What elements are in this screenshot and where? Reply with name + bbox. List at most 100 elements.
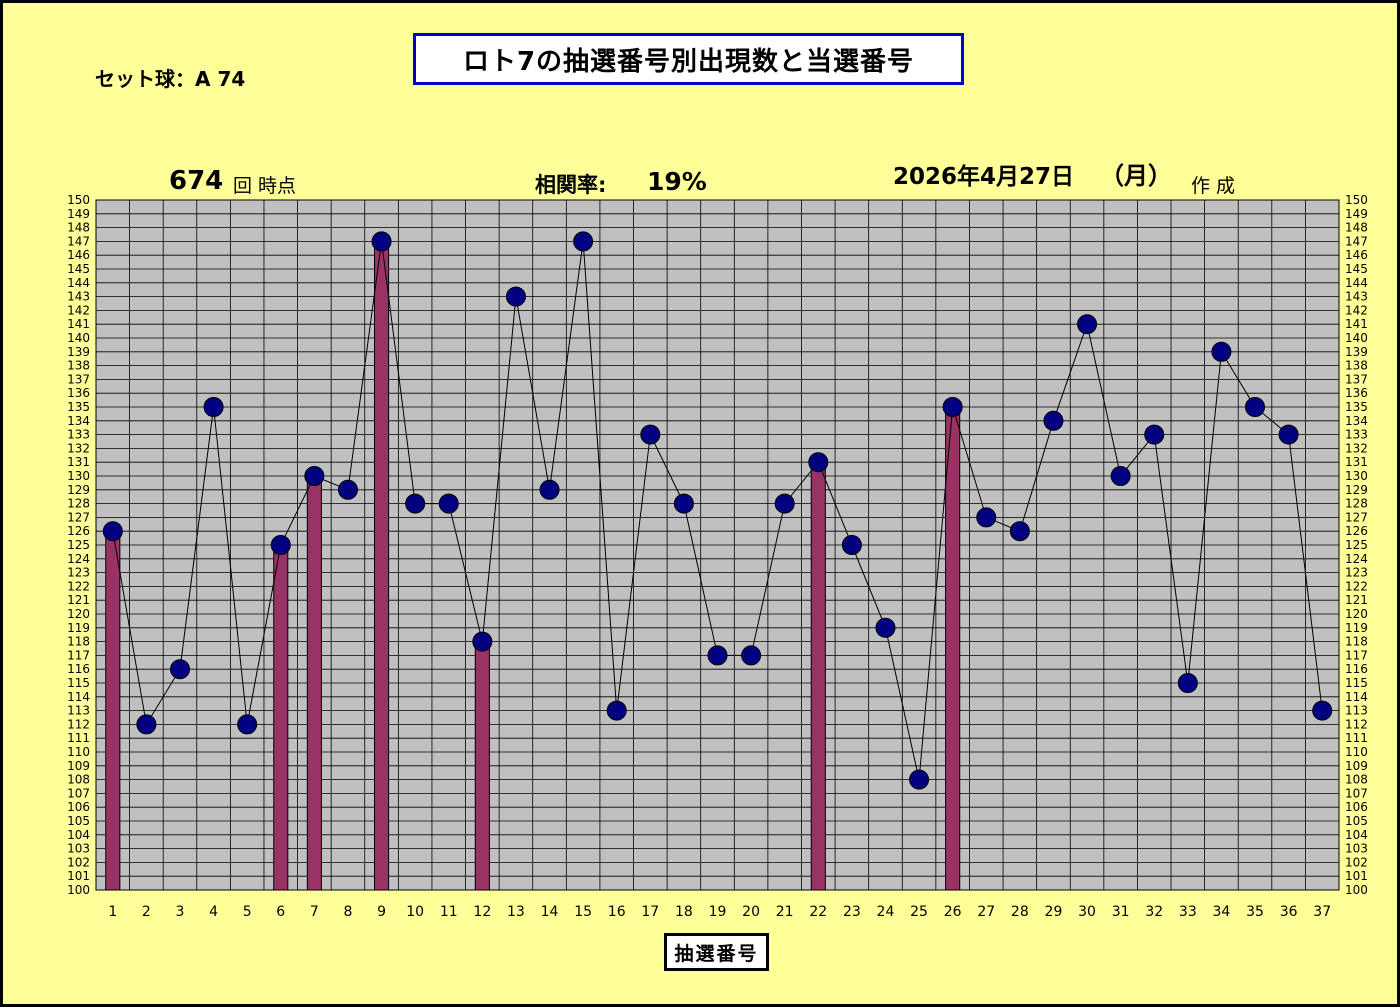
y-tick-label-left: 117 (67, 648, 90, 662)
x-tick-label: 30 (1078, 904, 1096, 920)
data-point (237, 714, 258, 735)
y-tick-label-left: 112 (67, 717, 90, 731)
y-tick-label-right: 108 (1345, 773, 1368, 787)
y-tick-label-right: 128 (1345, 497, 1368, 511)
y-tick-label-right: 124 (1345, 552, 1368, 566)
x-tick-label: 25 (910, 904, 928, 920)
x-tick-label: 12 (473, 904, 491, 920)
data-point (1245, 397, 1266, 417)
data-point (1211, 341, 1232, 362)
x-tick-label: 7 (310, 904, 319, 920)
x-tick-label: 3 (176, 904, 185, 920)
x-tick-label: 14 (541, 904, 559, 920)
bar-mark (273, 544, 289, 891)
y-tick-label-left: 108 (67, 773, 90, 787)
x-axis-title: 抽選番号 (674, 942, 759, 965)
y-tick-label-right: 147 (1345, 234, 1368, 248)
y-tick-label-right: 103 (1345, 842, 1368, 856)
y-tick-label-right: 125 (1345, 538, 1368, 552)
bar-mark (474, 641, 490, 891)
y-tick-label-left: 116 (67, 662, 90, 676)
draw-unit: 回 時点 (233, 175, 297, 197)
y-tick-label-right: 117 (1345, 648, 1368, 662)
y-tick-label-left: 140 (67, 331, 90, 345)
y-tick-label-left: 144 (67, 276, 90, 290)
y-tick-label-left: 141 (67, 317, 90, 331)
y-tick-label-right: 127 (1345, 510, 1368, 524)
data-point (371, 231, 392, 252)
x-tick-label: 31 (1112, 904, 1130, 920)
y-tick-label-left: 123 (67, 566, 90, 580)
data-point (169, 659, 190, 680)
data-point (640, 424, 661, 445)
y-tick-label-right: 146 (1345, 248, 1368, 262)
x-tick-label: 9 (377, 904, 386, 920)
y-tick-label-right: 111 (1345, 731, 1368, 745)
data-point (539, 479, 560, 500)
x-tick-label: 23 (843, 904, 861, 920)
x-tick-label: 29 (1045, 904, 1063, 920)
y-tick-label-right: 101 (1345, 869, 1368, 883)
weekday-text: （月） (1100, 162, 1172, 190)
x-tick-label: 24 (877, 904, 895, 920)
x-tick-label: 18 (675, 904, 693, 920)
x-tick-label: 27 (977, 904, 995, 920)
y-tick-label-right: 105 (1345, 814, 1368, 828)
y-tick-label-right: 149 (1345, 207, 1368, 221)
x-tick-label: 2 (142, 904, 151, 920)
created-label: 作 成 (1191, 175, 1236, 197)
data-point (1312, 700, 1333, 721)
y-tick-label-left: 120 (67, 607, 90, 621)
data-point (304, 466, 325, 486)
y-tick-label-right: 113 (1345, 704, 1368, 718)
y-tick-label-right: 133 (1345, 428, 1368, 442)
data-point (741, 645, 762, 666)
data-point (942, 397, 963, 417)
data-point (337, 479, 358, 500)
correlation-label: 相関率: (535, 173, 607, 197)
y-tick-label-right: 115 (1345, 676, 1368, 690)
y-tick-label-right: 122 (1345, 579, 1368, 593)
y-tick-label-right: 143 (1345, 290, 1368, 304)
data-point (1009, 521, 1030, 542)
y-tick-label-right: 106 (1345, 800, 1368, 814)
bar-mark (306, 475, 322, 891)
y-tick-label-left: 104 (67, 828, 90, 842)
y-tick-label-left: 109 (67, 759, 90, 773)
y-tick-label-left: 136 (67, 386, 90, 400)
y-tick-label-right: 112 (1345, 717, 1368, 731)
y-tick-label-left: 100 (67, 883, 90, 897)
x-tick-label: 37 (1313, 904, 1331, 920)
data-point (808, 452, 829, 473)
y-tick-label-right: 118 (1345, 635, 1368, 649)
data-point (405, 493, 426, 514)
y-tick-label-left: 146 (67, 248, 90, 262)
y-tick-label-left: 129 (67, 483, 90, 497)
y-tick-label-left: 134 (67, 414, 90, 428)
y-tick-label-right: 150 (1345, 193, 1368, 207)
data-point (136, 714, 157, 735)
bar-mark (945, 406, 961, 891)
x-tick-label: 8 (343, 904, 352, 920)
y-tick-label-left: 122 (67, 579, 90, 593)
y-tick-label-left: 106 (67, 800, 90, 814)
y-tick-label-right: 141 (1345, 317, 1368, 331)
y-tick-label-left: 124 (67, 552, 90, 566)
data-point (505, 286, 526, 307)
y-tick-label-right: 144 (1345, 276, 1368, 290)
y-tick-label-right: 119 (1345, 621, 1368, 635)
y-tick-label-left: 118 (67, 635, 90, 649)
y-tick-label-right: 148 (1345, 221, 1368, 235)
y-tick-label-right: 139 (1345, 345, 1368, 359)
correlation-value: 19% (647, 167, 707, 196)
y-tick-label-right: 142 (1345, 303, 1368, 317)
bar-mark (373, 240, 390, 891)
y-tick-label-right: 110 (1345, 745, 1368, 759)
chart-title-box: ロト7の抽選番号別出現数と当選番号 (413, 33, 964, 85)
x-tick-label: 21 (776, 904, 794, 920)
y-tick-label-left: 102 (67, 855, 90, 869)
x-tick-label: 5 (243, 904, 252, 920)
x-tick-label: 20 (742, 904, 760, 920)
x-tick-label: 15 (574, 904, 592, 920)
x-tick-label: 17 (641, 904, 659, 920)
